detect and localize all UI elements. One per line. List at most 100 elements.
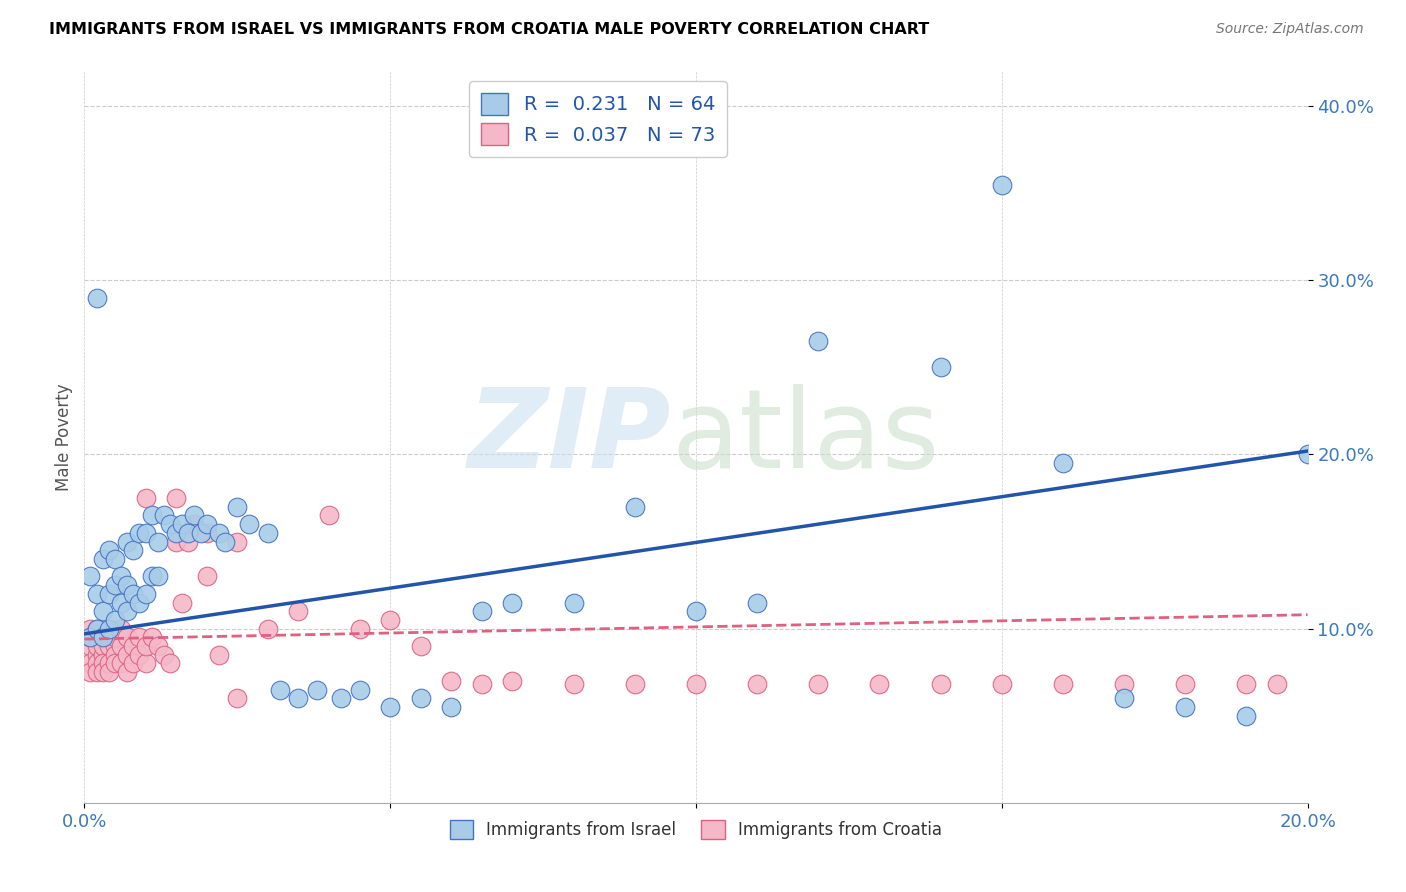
Point — [79, 569, 101, 583]
Point — [183, 508, 205, 523]
Point — [110, 569, 132, 583]
Point — [135, 525, 157, 540]
Point — [115, 578, 138, 592]
Point — [128, 648, 150, 662]
Point — [104, 648, 127, 662]
Point — [380, 613, 402, 627]
Point — [115, 665, 138, 680]
Point — [287, 604, 309, 618]
Point — [115, 534, 138, 549]
Point — [91, 631, 114, 645]
Point — [440, 700, 463, 714]
Point — [440, 673, 463, 688]
Text: Source: ZipAtlas.com: Source: ZipAtlas.com — [1216, 22, 1364, 37]
Point — [502, 595, 524, 609]
Point — [97, 587, 120, 601]
Point — [104, 613, 127, 627]
Point — [195, 569, 218, 583]
Point — [214, 534, 236, 549]
Point — [257, 622, 280, 636]
Point — [318, 508, 340, 523]
Point — [562, 677, 585, 691]
Point — [159, 517, 181, 532]
Point — [287, 691, 309, 706]
Point — [79, 665, 101, 680]
Point — [208, 648, 231, 662]
Point — [91, 648, 114, 662]
Point — [110, 639, 132, 653]
Point — [991, 178, 1014, 192]
Point — [195, 525, 218, 540]
Point — [747, 595, 769, 609]
Point — [349, 682, 371, 697]
Point — [562, 595, 585, 609]
Point — [226, 534, 249, 549]
Point — [97, 665, 120, 680]
Point — [115, 648, 138, 662]
Point — [104, 578, 127, 592]
Point — [269, 682, 291, 697]
Point — [128, 631, 150, 645]
Point — [104, 657, 127, 671]
Point — [929, 360, 952, 375]
Point — [110, 622, 132, 636]
Point — [1236, 708, 1258, 723]
Point — [685, 677, 707, 691]
Point — [122, 587, 145, 601]
Point — [172, 595, 194, 609]
Point — [86, 622, 108, 636]
Point — [195, 517, 218, 532]
Point — [165, 525, 187, 540]
Point — [257, 525, 280, 540]
Point — [624, 677, 647, 691]
Text: IMMIGRANTS FROM ISRAEL VS IMMIGRANTS FROM CROATIA MALE POVERTY CORRELATION CHART: IMMIGRANTS FROM ISRAEL VS IMMIGRANTS FRO… — [49, 22, 929, 37]
Point — [226, 500, 249, 514]
Point — [1296, 448, 1319, 462]
Text: atlas: atlas — [672, 384, 941, 491]
Point — [177, 534, 200, 549]
Point — [86, 587, 108, 601]
Point — [91, 657, 114, 671]
Point — [1174, 677, 1197, 691]
Point — [226, 691, 249, 706]
Point — [91, 639, 114, 653]
Point — [135, 639, 157, 653]
Point — [79, 639, 101, 653]
Point — [177, 525, 200, 540]
Point — [104, 639, 127, 653]
Point — [869, 677, 891, 691]
Point — [86, 657, 108, 671]
Point — [165, 491, 187, 505]
Point — [1114, 691, 1136, 706]
Point — [146, 534, 169, 549]
Point — [409, 691, 432, 706]
Point — [110, 657, 132, 671]
Point — [104, 631, 127, 645]
Point — [1236, 677, 1258, 691]
Point — [208, 525, 231, 540]
Point — [146, 639, 169, 653]
Point — [624, 500, 647, 514]
Point — [128, 525, 150, 540]
Point — [122, 543, 145, 558]
Point — [929, 677, 952, 691]
Point — [86, 665, 108, 680]
Point — [97, 631, 120, 645]
Point — [471, 677, 494, 691]
Point — [1174, 700, 1197, 714]
Point — [97, 543, 120, 558]
Point — [79, 657, 101, 671]
Point — [305, 682, 328, 697]
Point — [502, 673, 524, 688]
Point — [79, 631, 101, 645]
Point — [991, 677, 1014, 691]
Point — [115, 631, 138, 645]
Point — [122, 639, 145, 653]
Point — [135, 491, 157, 505]
Point — [104, 552, 127, 566]
Point — [146, 569, 169, 583]
Point — [153, 508, 176, 523]
Point — [807, 677, 830, 691]
Legend: Immigrants from Israel, Immigrants from Croatia: Immigrants from Israel, Immigrants from … — [443, 814, 949, 846]
Point — [409, 639, 432, 653]
